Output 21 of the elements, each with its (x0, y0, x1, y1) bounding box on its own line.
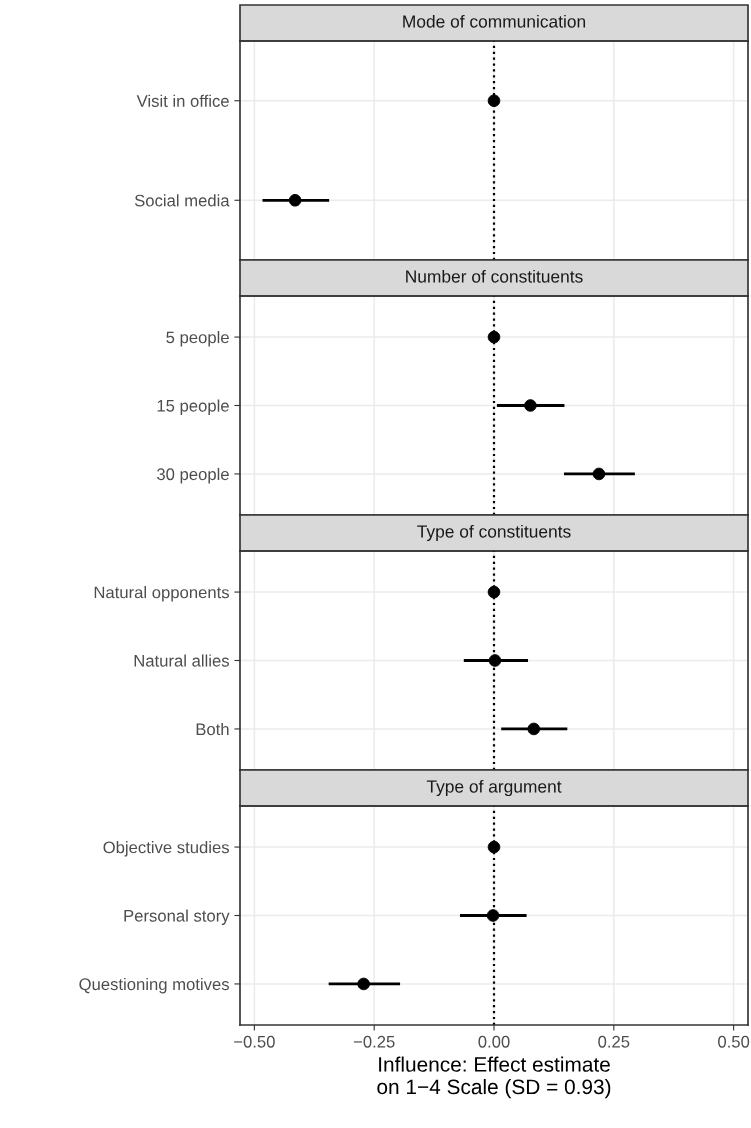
y-tick-label: Social media (134, 194, 230, 207)
y-tick-label: Natural opponents (94, 586, 229, 602)
y-tick-label: Questioning motives (79, 977, 229, 994)
x-tick-label: −0.50 (234, 1035, 275, 1048)
x-axis-title: Influence: Effect estimate on 1−4 Scale (SD = 0.93) (377, 1056, 611, 1099)
chart-title: Number of constituents (406, 269, 583, 283)
chart-title: Type of constituents (417, 524, 571, 542)
y-tick-label: 30 people (157, 467, 229, 484)
chart-title: Type of argument (426, 779, 562, 797)
x-tick-label: −0.25 (353, 1035, 395, 1048)
y-tick-label: 5 people (166, 331, 229, 347)
y-tick-label: Visit in office (136, 94, 229, 107)
y-tick-label: Personal story (124, 909, 230, 925)
chart-title: Mode of communication (403, 14, 586, 28)
y-tick-label: 15 people (157, 399, 229, 415)
y-tick-label: Natural allies (134, 654, 229, 667)
y-tick-label: Both (196, 722, 229, 736)
x-tick-label: 0.25 (598, 1035, 630, 1048)
y-tick-label: Objective studies (103, 841, 229, 857)
x-tick-label: 0.00 (478, 1035, 510, 1048)
x-tick-label: 0.50 (718, 1035, 750, 1048)
